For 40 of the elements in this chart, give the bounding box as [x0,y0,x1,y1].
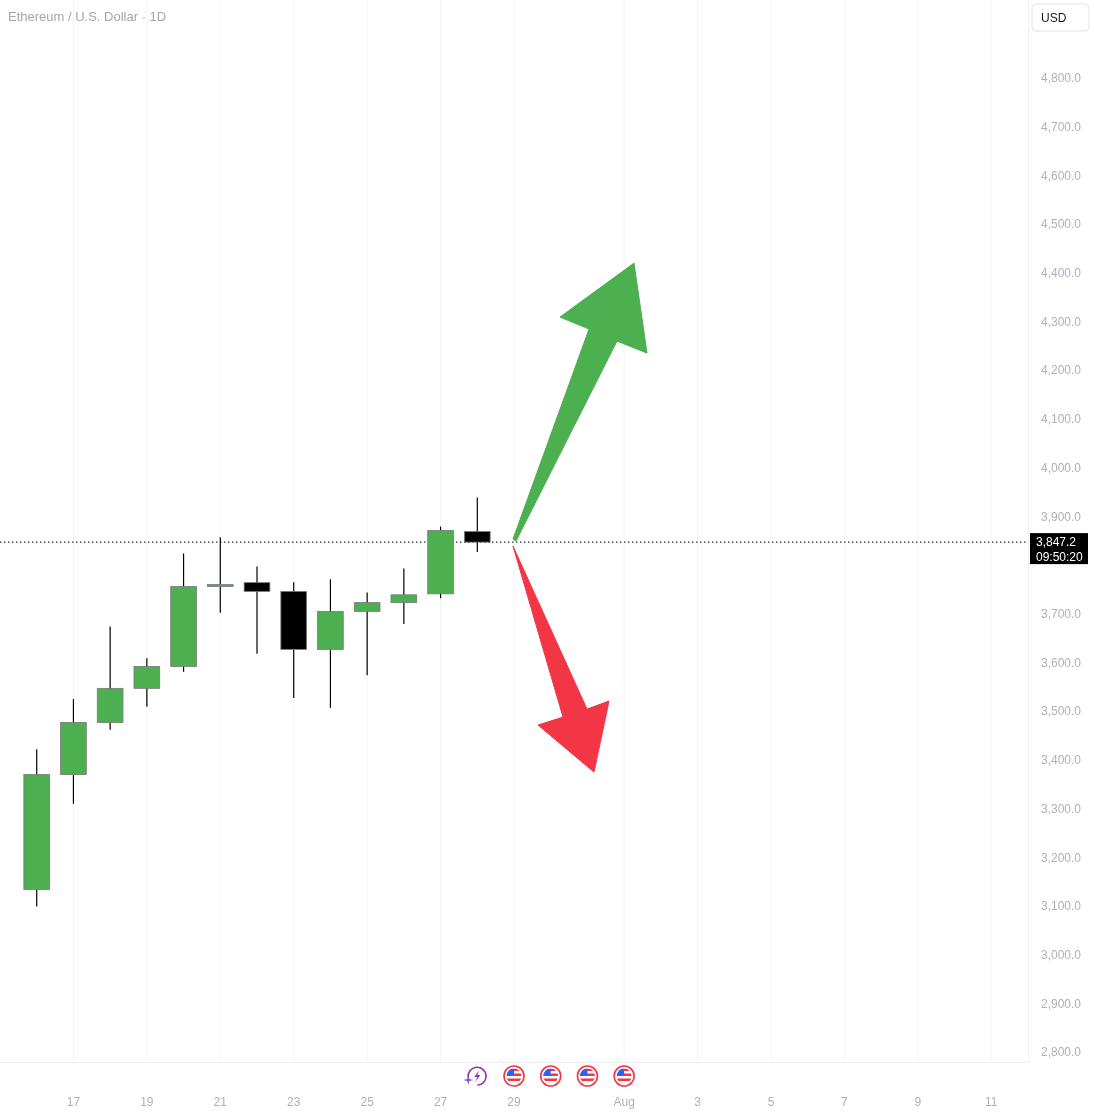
x-tick-label: 7 [841,1095,849,1110]
ref-line-label: 3,847.2 [1036,535,1077,550]
y-tick-label: 3,600.0 [1040,655,1082,670]
y-tick-label: 4,500.0 [1040,217,1082,232]
x-tick-label: 23 [287,1095,301,1110]
y-tick-label: 4,700.0 [1040,119,1082,134]
x-tick-label: 29 [507,1095,521,1110]
x-tick-label: 5 [767,1095,775,1110]
candlestick [390,567,418,625]
y-tick-label: 3,900.0 [1040,509,1082,524]
y-tick-label: 4,000.0 [1040,460,1082,475]
y-tick-label: 3,300.0 [1040,801,1082,816]
y-tick-label: 4,100.0 [1040,412,1082,427]
y-tick-label: 4,300.0 [1040,314,1082,329]
y-tick-label: 4,800.0 [1040,71,1082,86]
x-tick-label: 9 [914,1095,922,1110]
x-tick-label: 19 [140,1095,154,1110]
y-tick-label: 3,100.0 [1040,899,1082,914]
y-tick-label: 3,700.0 [1040,607,1082,622]
y-tick-label: 4,400.0 [1040,266,1082,281]
x-tick-label: 17 [66,1095,81,1110]
x-tick-label: 3 [694,1095,702,1110]
x-tick-label: 21 [213,1095,228,1110]
text: Ethereum / U.S. Dollar · 1D [8,9,167,24]
candlestick [243,565,271,655]
candlestick [353,591,381,676]
y-tick-label: 4,600.0 [1040,168,1082,183]
y-tick-label: 4,200.0 [1040,363,1082,378]
x-tick-label: 11 [985,1095,998,1110]
text: 09:50:20 [1036,550,1084,565]
y-tick-label: 3,200.0 [1040,850,1082,865]
y-axis-title: USD [1041,10,1067,25]
y-tick-label: 3,000.0 [1040,948,1082,963]
x-tick-label: Aug [613,1095,635,1110]
y-tick-label: 2,900.0 [1040,996,1082,1011]
y-tick-label: 3,400.0 [1040,753,1082,768]
y-tick-label: 3,500.0 [1040,704,1082,719]
y-tick-label: 2,800.0 [1040,1045,1082,1060]
x-tick-label: 27 [433,1095,448,1110]
x-tick-label: 25 [360,1095,375,1110]
